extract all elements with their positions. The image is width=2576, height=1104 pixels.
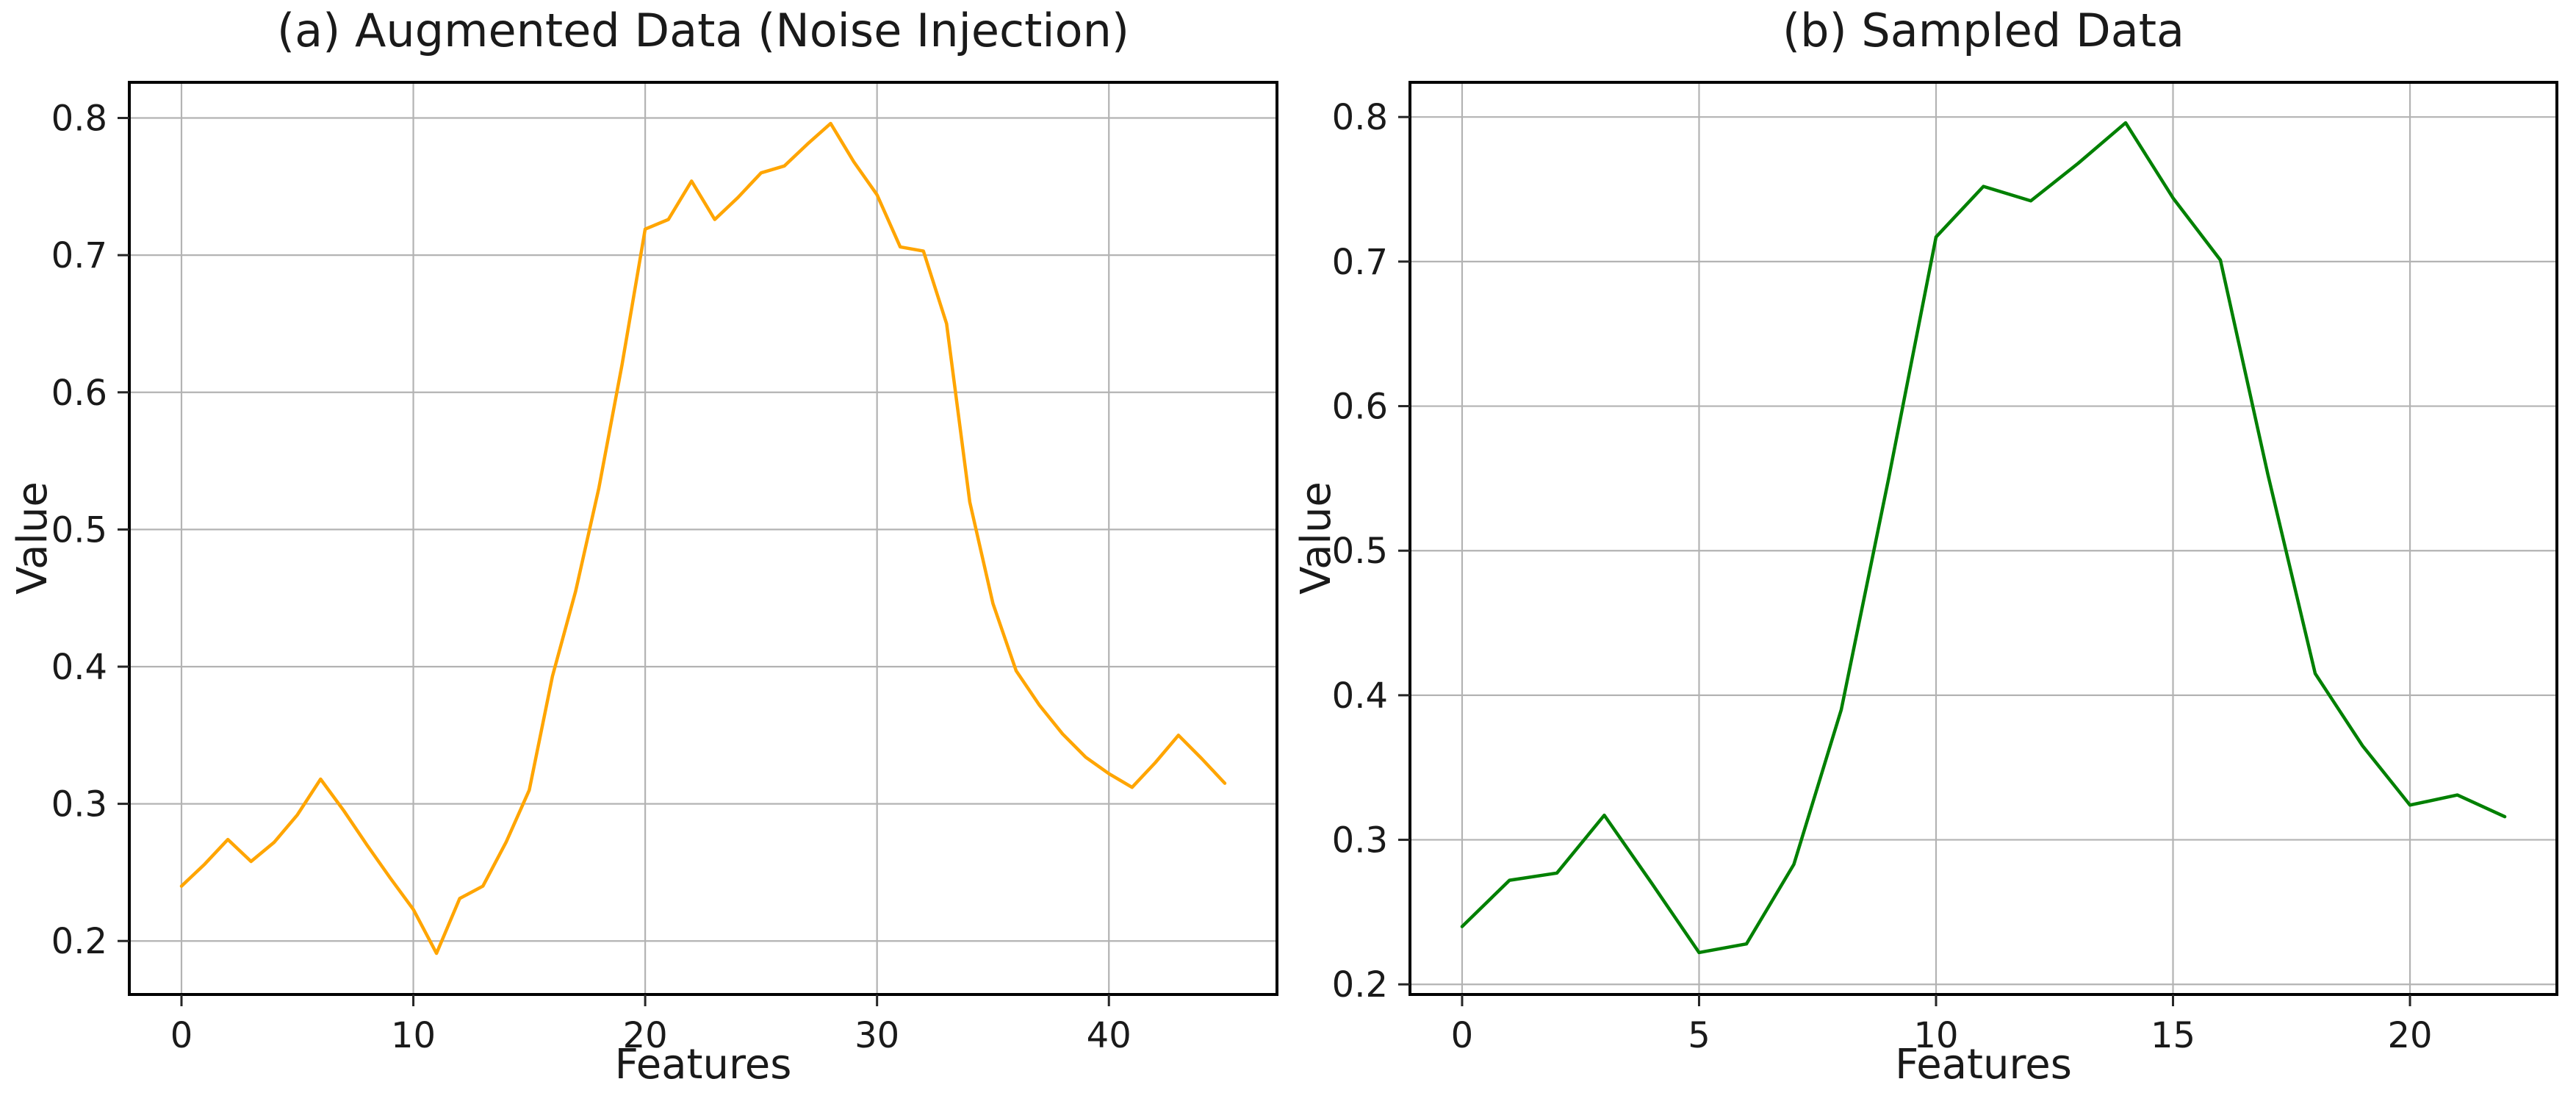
- y-tick-label: 0.7: [1332, 242, 1388, 283]
- x-tick-label: 0: [1451, 1015, 1474, 1056]
- chart-a-title: (a) Augmented Data (Noise Injection): [276, 4, 1130, 57]
- axes-layer: [1408, 81, 2558, 996]
- chart-a-plot: 0 10 20 30 40 0.2 0.3 0.4 0.5 0.6 0.7 0.8: [51, 81, 1278, 1056]
- y-tick-label: 0.8: [1332, 97, 1388, 138]
- x-tick-label: 10: [1913, 1015, 1958, 1056]
- x-tick-label: 20: [2387, 1015, 2432, 1056]
- x-tick-label: 40: [1087, 1015, 1132, 1056]
- x-tick-label: 30: [855, 1015, 899, 1056]
- chart-a-xaxis-label: Features: [614, 1041, 792, 1089]
- series-line: [179, 121, 1227, 956]
- y-tick-label: 0.3: [1332, 820, 1388, 861]
- tick-layer: 0 5 10 15 20 0.2 0.3 0.4 0.5 0.6 0.7 0.8: [1332, 97, 2433, 1056]
- y-tick-label: 0.4: [1332, 675, 1388, 717]
- grid-layer: [1410, 82, 2557, 994]
- chart-b-yaxis-label: Value: [1292, 481, 1341, 595]
- y-tick-label: 0.5: [51, 509, 107, 551]
- x-tick-label: 20: [623, 1015, 668, 1056]
- chart-b-title: (b) Sampled Data: [1782, 4, 2184, 57]
- y-tick-label: 0.5: [1332, 531, 1388, 572]
- chart-a-yaxis-label: Value: [9, 481, 57, 595]
- y-tick-label: 0.2: [1332, 964, 1388, 1006]
- x-tick-label: 5: [1688, 1015, 1710, 1056]
- y-tick-label: 0.8: [51, 98, 107, 140]
- x-tick-label: 0: [170, 1015, 193, 1056]
- y-tick-label: 0.4: [51, 647, 107, 688]
- y-tick-label: 0.2: [51, 921, 107, 962]
- y-tick-label: 0.6: [51, 373, 107, 414]
- axes-layer: [128, 81, 1278, 996]
- tick-layer: 0 10 20 30 40 0.2 0.3 0.4 0.5 0.6 0.7 0.8: [51, 98, 1132, 1056]
- x-tick-label: 15: [2151, 1015, 2195, 1056]
- grid-layer: [129, 82, 1277, 994]
- chart-b-plot: 0 5 10 15 20 0.2 0.3 0.4 0.5 0.6 0.7 0.8: [1332, 81, 2558, 1056]
- chart-b-xaxis-label: Features: [1895, 1041, 2072, 1089]
- y-tick-label: 0.7: [51, 235, 107, 276]
- y-tick-label: 0.3: [51, 784, 107, 825]
- series-line: [1460, 121, 2507, 955]
- x-tick-label: 10: [391, 1015, 436, 1056]
- y-tick-label: 0.6: [1332, 387, 1388, 428]
